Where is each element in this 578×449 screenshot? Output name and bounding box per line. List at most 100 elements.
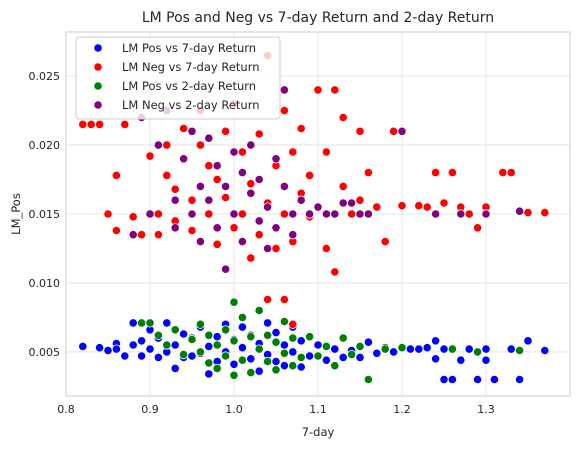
data-point — [338, 352, 348, 362]
data-point — [288, 347, 298, 357]
data-point — [279, 209, 289, 219]
legend-marker — [93, 62, 103, 72]
y-tick-label: 0.020 — [29, 139, 61, 152]
chart-title: LM Pos and Neg vs 7-day Return and 2-day… — [142, 10, 494, 26]
data-point — [447, 168, 457, 178]
data-point — [405, 344, 415, 354]
data-point — [514, 206, 525, 216]
data-point — [237, 168, 247, 178]
data-point — [296, 352, 306, 362]
data-point — [111, 344, 122, 354]
data-point — [540, 345, 550, 356]
data-point — [271, 337, 281, 347]
data-point — [128, 318, 138, 328]
data-point — [137, 230, 147, 240]
data-point — [254, 344, 264, 354]
data-point — [78, 341, 88, 351]
data-point — [153, 330, 163, 340]
data-point — [304, 170, 315, 180]
points — [78, 50, 550, 385]
data-point — [254, 174, 264, 185]
data-point — [313, 351, 323, 361]
data-point — [338, 333, 348, 343]
data-point — [170, 325, 180, 335]
data-point — [338, 198, 348, 208]
data-point — [179, 154, 189, 164]
data-point — [212, 161, 222, 171]
data-point — [447, 374, 457, 385]
data-point — [229, 297, 239, 307]
data-point — [321, 209, 331, 219]
data-point — [170, 184, 180, 194]
data-point — [514, 345, 525, 356]
data-point — [414, 201, 424, 211]
data-point — [304, 209, 315, 219]
data-point — [430, 168, 441, 178]
data-point — [288, 230, 298, 240]
data-point — [380, 344, 390, 354]
data-point — [355, 126, 365, 136]
data-point — [137, 336, 147, 346]
data-point — [338, 181, 348, 191]
data-point — [262, 243, 273, 254]
data-point — [422, 343, 432, 353]
data-point — [330, 361, 340, 371]
data-point — [304, 332, 315, 342]
data-point — [514, 374, 525, 385]
data-point — [237, 237, 247, 247]
x-tick-label: 0.9 — [141, 403, 159, 416]
data-point — [153, 140, 163, 150]
data-point — [229, 359, 239, 369]
tick-labels: 0.8 0.9 1.0 1.1 1.2 1.3 0.005 0.010 0.015 0.020 0.… — [29, 70, 495, 416]
data-point — [145, 151, 155, 161]
data-point — [212, 239, 222, 249]
data-point — [229, 370, 239, 380]
data-point — [95, 119, 105, 130]
data-point — [346, 209, 357, 219]
data-point — [321, 355, 331, 365]
data-point — [229, 223, 239, 233]
data-point — [195, 140, 205, 150]
data-point — [162, 318, 172, 328]
data-point — [212, 340, 222, 350]
data-point — [246, 179, 256, 189]
data-point — [221, 351, 231, 361]
data-point — [78, 119, 88, 130]
data-point — [137, 351, 147, 361]
data-point — [439, 374, 449, 385]
y-tick-label: 0.010 — [29, 277, 61, 290]
data-point — [355, 352, 365, 362]
data-point — [237, 147, 247, 157]
data-point — [195, 319, 205, 329]
data-point — [187, 225, 197, 236]
data-point — [355, 341, 365, 351]
data-point — [262, 318, 273, 328]
data-point — [187, 195, 197, 205]
data-point — [498, 168, 508, 178]
data-point — [338, 112, 348, 123]
data-point — [254, 366, 264, 376]
legend-label: LM Neg vs 2-day Return — [122, 98, 260, 112]
data-point — [321, 243, 331, 254]
legend-box — [75, 36, 281, 120]
data-point — [237, 312, 247, 322]
data-point — [145, 209, 155, 219]
data-point — [204, 369, 214, 379]
data-point — [363, 209, 373, 219]
data-point — [506, 344, 516, 354]
data-point — [279, 340, 289, 350]
data-point — [372, 202, 382, 212]
data-point — [346, 349, 357, 360]
x-tick-label: 0.8 — [57, 403, 75, 416]
data-point — [414, 344, 424, 354]
data-point — [481, 355, 491, 365]
data-point — [120, 119, 130, 130]
data-point — [372, 348, 382, 358]
x-tick-label: 1.0 — [225, 403, 243, 416]
data-point — [422, 202, 432, 212]
data-point — [271, 327, 281, 338]
data-point — [262, 356, 273, 367]
data-point — [128, 212, 138, 222]
data-point — [195, 181, 205, 191]
data-point — [162, 340, 172, 350]
